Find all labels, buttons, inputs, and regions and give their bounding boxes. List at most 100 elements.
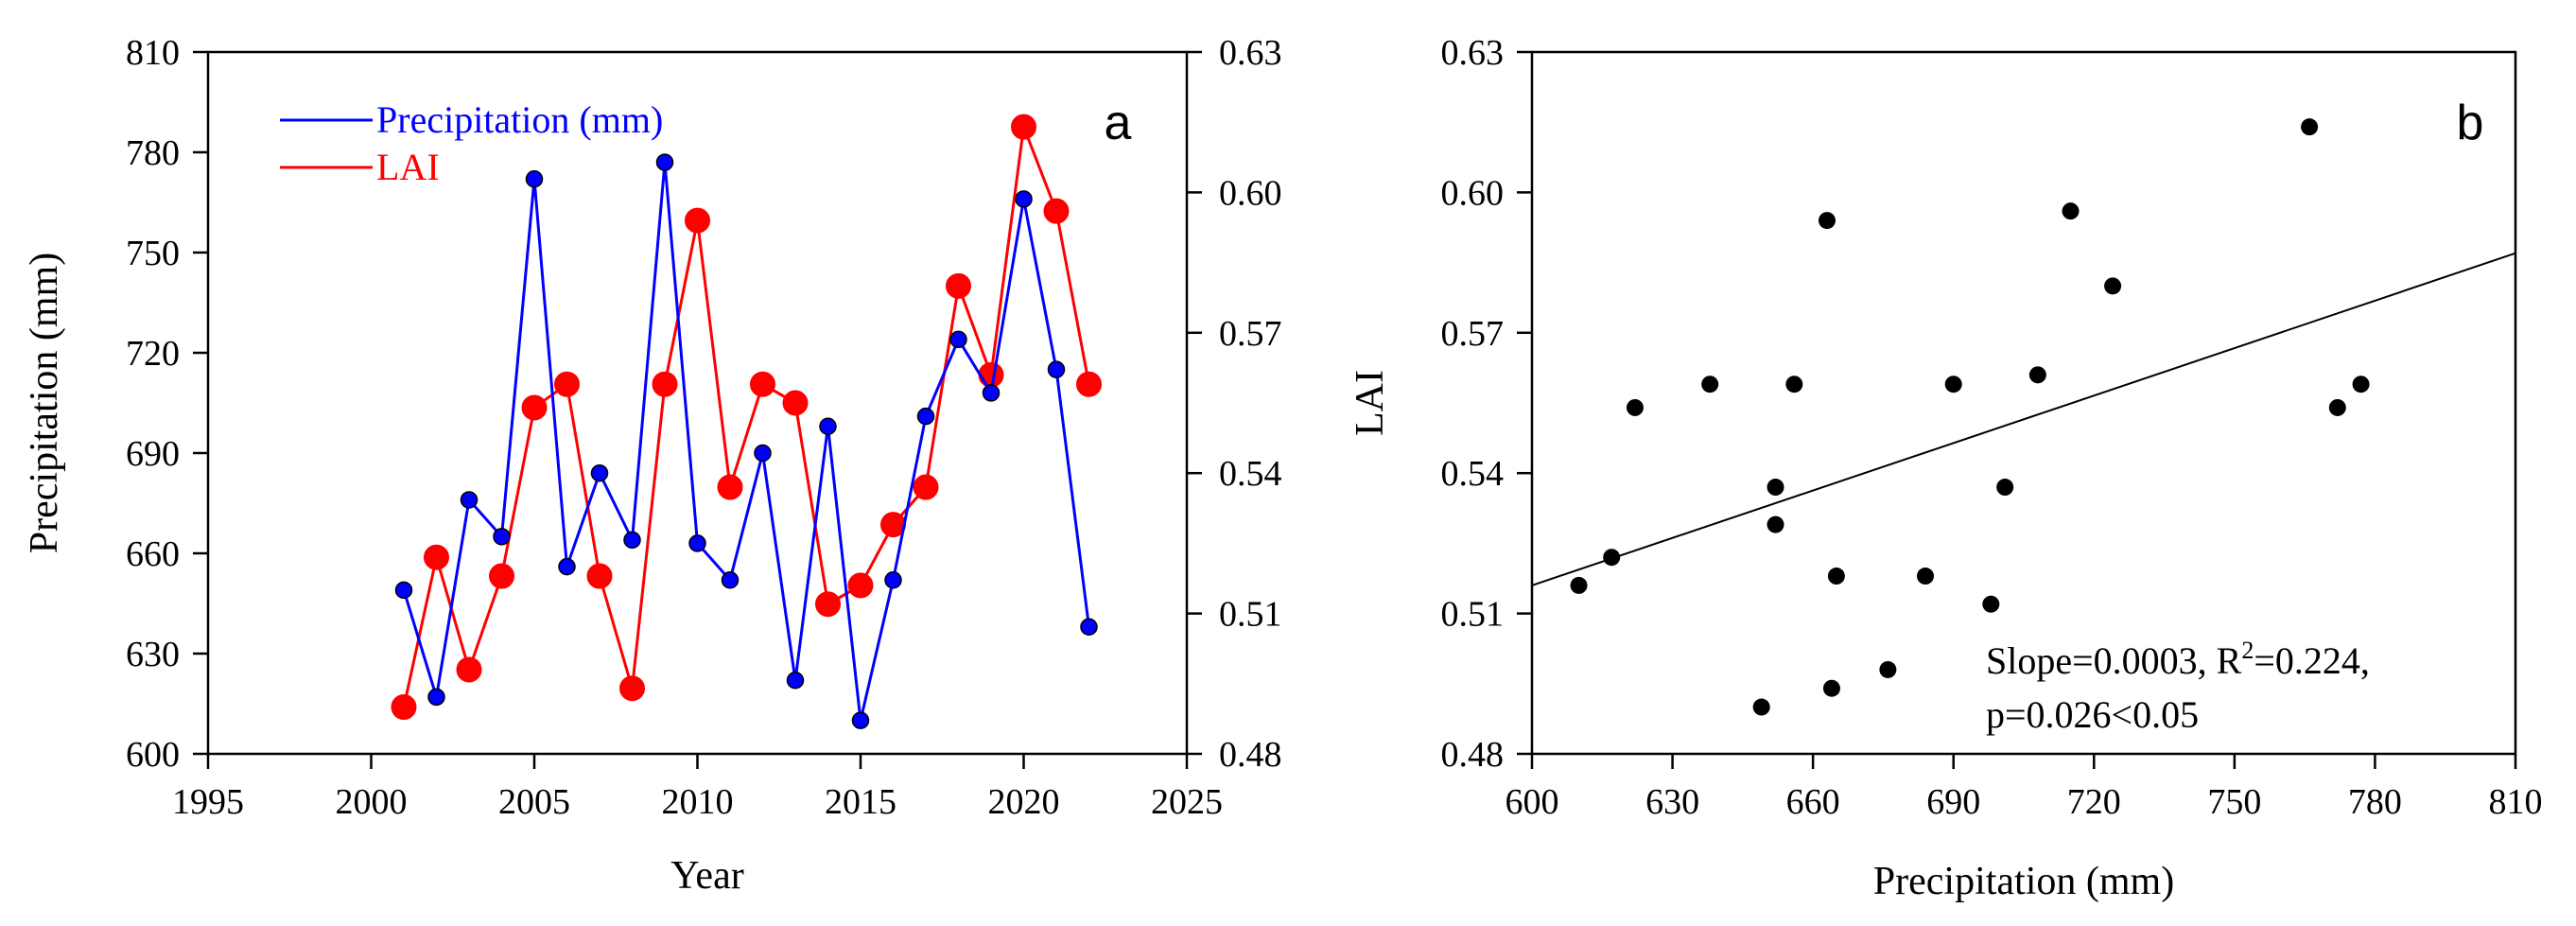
panel-b-y-label: LAI bbox=[1349, 370, 1392, 436]
panel-b-y-axis: 0.48 0.51 0.54 0.57 0.60 0.63 bbox=[1441, 33, 1532, 775]
annotation-slope-r: Slope=0.0003, R bbox=[1986, 639, 2242, 682]
panel-b-frame bbox=[1530, 50, 2517, 756]
panel-b-point bbox=[2028, 366, 2046, 384]
panel-b-point bbox=[1982, 595, 2000, 613]
panel-a-precip-point bbox=[1047, 360, 1066, 378]
panel-a-x-tick-label: 2025 bbox=[1151, 782, 1223, 822]
panel-a-precip-point bbox=[916, 407, 935, 426]
panel-a-precip-point bbox=[1015, 190, 1033, 208]
panel-a-precip-point bbox=[851, 711, 870, 729]
panel-a-y2-tick-label: 0.51 bbox=[1219, 595, 1282, 635]
panel-a-precip-point bbox=[754, 444, 772, 463]
panel-a-lai-point bbox=[391, 694, 417, 721]
panel-a-legend: Precipitation (mm) LAI bbox=[280, 98, 663, 188]
panel-b-point bbox=[1701, 376, 1719, 393]
panel-b-point bbox=[1917, 568, 1934, 585]
panel-a-precip-point bbox=[819, 417, 837, 435]
panel-a-y2-tick-label: 0.48 bbox=[1219, 735, 1282, 775]
panel-a-lai-point bbox=[782, 390, 809, 416]
panel-a-lai-point bbox=[946, 272, 971, 299]
panel-a-y2-tick-label: 0.60 bbox=[1219, 173, 1282, 213]
panel-b-y-tick-label: 0.57 bbox=[1441, 314, 1505, 354]
panel-a-lai-point bbox=[978, 361, 1004, 388]
panel-b-point bbox=[1944, 376, 1962, 393]
panel-a-x-axis: 1995 2000 2005 2010 2015 2020 2025 bbox=[172, 754, 1223, 822]
panel-a-x-tick-label: 2015 bbox=[825, 782, 896, 822]
panel-b-y-tick-label: 0.54 bbox=[1441, 454, 1505, 494]
panel-a-chart: 1995 2000 2005 2010 2015 2020 2025 600 630 660 69… bbox=[23, 33, 1282, 898]
panel-a-lai-point bbox=[815, 591, 841, 618]
panel-b-x-label: Precipitation (mm) bbox=[1873, 860, 2174, 903]
panel-a-lai-point bbox=[652, 371, 678, 397]
panel-a-lai-point bbox=[489, 563, 514, 589]
panel-a-lai-point bbox=[619, 675, 645, 702]
panel-b-letter: b bbox=[2457, 96, 2484, 150]
panel-b-point bbox=[2104, 277, 2122, 295]
panel-a-precip-point bbox=[493, 528, 511, 546]
panel-a-y-axis-left: 600 630 660 690 720 750 780 810 bbox=[126, 33, 208, 775]
panel-a-frame bbox=[206, 50, 1189, 756]
panel-a-y-tick-label: 690 bbox=[126, 434, 180, 474]
panel-b-x-axis: 600 630 660 690 720 750 780 810 bbox=[1506, 754, 2543, 822]
panel-a-lai-point bbox=[1011, 114, 1036, 140]
panel-b-point bbox=[1767, 515, 1784, 533]
panel-a-precip-point bbox=[558, 557, 576, 576]
panel-b-x-tick-label: 810 bbox=[2489, 782, 2543, 822]
panel-a-lai-point bbox=[750, 371, 775, 397]
panel-a-y-label: Precipitation (mm) bbox=[23, 253, 66, 553]
panel-b-points bbox=[1570, 118, 2370, 716]
panel-a-letter: a bbox=[1105, 96, 1132, 150]
panel-b-point bbox=[1767, 479, 1784, 497]
panel-a-x-label: Year bbox=[670, 854, 743, 898]
panel-b-x-tick-label: 630 bbox=[1645, 782, 1699, 822]
panel-a-y2-tick-label: 0.63 bbox=[1219, 33, 1282, 73]
panel-a-precip-point bbox=[884, 571, 902, 589]
panel-b-annotation-line1: Slope=0.0003, R2=0.224, bbox=[1986, 637, 2370, 682]
panel-b-y-tick-label: 0.48 bbox=[1441, 735, 1505, 775]
panel-a-precip-point bbox=[949, 330, 967, 349]
panel-b-point bbox=[1570, 576, 1588, 594]
panel-a-y-tick-label: 750 bbox=[126, 234, 180, 273]
panel-a-lai-point bbox=[554, 371, 580, 397]
panel-a-lai-point bbox=[717, 474, 743, 500]
panel-a-x-tick-label: 2000 bbox=[336, 782, 408, 822]
panel-a-precip-point bbox=[460, 491, 479, 509]
panel-a-precip-point bbox=[982, 384, 1001, 402]
panel-a-precip-point bbox=[655, 153, 674, 171]
panel-a-lai-point bbox=[586, 563, 613, 589]
panel-a-lai-point bbox=[913, 474, 939, 500]
panel-a-y-tick-label: 780 bbox=[126, 133, 180, 173]
panel-a-lai-line bbox=[402, 126, 1090, 708]
panel-b-fit bbox=[1531, 252, 2516, 586]
panel-b-regression-line bbox=[1531, 252, 2516, 586]
panel-a-precip-point bbox=[394, 581, 413, 600]
panel-a-precip-line bbox=[402, 162, 1090, 722]
panel-b-point bbox=[1819, 212, 1836, 230]
panel-b-y-tick-label: 0.63 bbox=[1441, 33, 1505, 73]
panel-b-x-tick-label: 720 bbox=[2067, 782, 2121, 822]
panel-a-precip-point bbox=[623, 531, 641, 550]
panel-a-y-tick-label: 630 bbox=[126, 635, 180, 674]
panel-b-point bbox=[1822, 679, 1840, 697]
panel-b-point bbox=[1879, 660, 1897, 678]
panel-a-lai-point bbox=[1076, 371, 1102, 397]
panel-a-precip-point bbox=[688, 534, 706, 552]
panel-a-y-tick-label: 660 bbox=[126, 534, 180, 574]
panel-b-point bbox=[1626, 398, 1644, 416]
panel-a-lai-point bbox=[685, 207, 710, 234]
panel-a-precip-point bbox=[590, 463, 609, 482]
panel-a-y-tick-label: 720 bbox=[126, 334, 180, 374]
panel-a-lai-point bbox=[424, 544, 449, 570]
panel-b-x-tick-label: 750 bbox=[2207, 782, 2261, 822]
annotation-superscript: 2 bbox=[2241, 637, 2254, 664]
panel-a-x-tick-label: 2020 bbox=[988, 782, 1060, 822]
panel-b-annotation-line2: p=0.026<0.05 bbox=[1986, 693, 2199, 736]
panel-a-precip-point bbox=[427, 688, 445, 707]
panel-a-precip-point bbox=[525, 170, 544, 188]
panel-a-precip-point bbox=[1080, 618, 1098, 636]
panel-b-point bbox=[2301, 118, 2319, 136]
panel-b-x-tick-label: 780 bbox=[2348, 782, 2402, 822]
panel-a-y2-tick-label: 0.54 bbox=[1219, 454, 1282, 494]
panel-a-lai-point bbox=[456, 656, 482, 683]
